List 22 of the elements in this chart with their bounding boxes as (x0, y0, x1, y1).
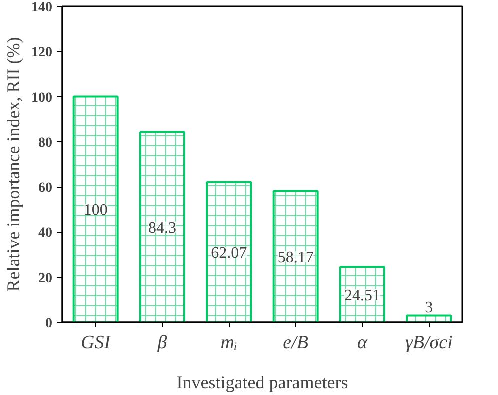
y-tick-label: 100 (32, 90, 52, 106)
y-tick-label: 80 (38, 136, 52, 151)
x-tick-label: e/B (283, 332, 309, 354)
y-tick-label: 0 (46, 316, 52, 332)
y-axis-title: Relative importance index, RII (%) (4, 37, 24, 292)
x-tick-label: α (358, 332, 369, 354)
data-label: 58.17 (278, 249, 314, 266)
x-axis-title: Investigated parameters (176, 372, 348, 392)
x-tick-label: β (156, 332, 168, 354)
y-tick-label: 20 (38, 271, 52, 286)
x-tick-label: mᵢ (220, 332, 238, 354)
x-tick-label: GSI (81, 332, 112, 354)
data-label: 24.51 (344, 287, 380, 304)
y-tick-label: 140 (32, 0, 52, 16)
y-tick-label: 120 (32, 46, 52, 61)
data-label: 3 (425, 300, 434, 317)
y-tick-label: 60 (38, 181, 52, 196)
data-label: 100 (84, 202, 108, 220)
y-tick-label: 40 (38, 226, 52, 242)
x-tick-label: γB/σci (405, 332, 453, 354)
data-label: 62.07 (211, 244, 248, 262)
data-label: 84.3 (148, 220, 176, 237)
